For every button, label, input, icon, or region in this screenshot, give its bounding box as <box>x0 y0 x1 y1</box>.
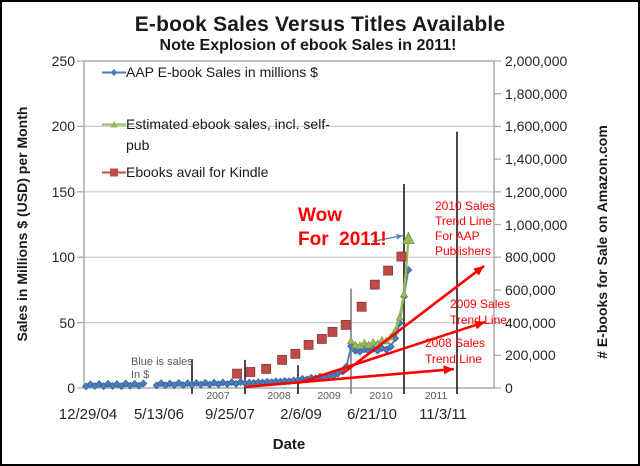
date-tick-label: 5/13/06 <box>133 406 185 423</box>
annotation-trend2010: 2010 Sales Trend Line For AAP Publishers <box>435 199 496 258</box>
left-tick-label: 250 <box>51 53 75 69</box>
series-2-point <box>327 327 338 337</box>
date-tick-label: 12/29/04 <box>58 406 118 423</box>
series-2-point <box>303 339 314 350</box>
series-0-point <box>201 378 210 387</box>
series-0-point <box>210 378 219 387</box>
diamond-legend-marker-icon <box>102 62 126 83</box>
right-tick-label: 2,000,000 <box>505 53 568 69</box>
series-2-point <box>316 334 327 344</box>
series-1-point <box>369 337 378 346</box>
right-tick-label: 600,000 <box>505 281 556 298</box>
legend-item-kindle: Ebooks avail for Kindle <box>102 162 268 183</box>
right-tick-label: 0 <box>505 380 513 396</box>
series-2-point <box>290 348 301 359</box>
series-0-point <box>174 379 183 387</box>
series-2-point <box>245 367 256 377</box>
x-axis-title: Date <box>272 436 306 453</box>
series-end-arrow <box>402 231 415 245</box>
date-tick-label: 9/25/07 <box>204 406 256 423</box>
series-1-point <box>399 289 409 298</box>
year-label-2009: 2009 <box>317 390 341 402</box>
series-0-point <box>130 379 139 388</box>
date-tick-label: 6/21/10 <box>346 406 398 423</box>
trend-2009-line <box>297 320 486 385</box>
series-0-point <box>165 379 174 388</box>
series-2-point <box>383 265 394 276</box>
right-tick-label: 800,000 <box>505 249 556 266</box>
right-axis-title: # E-books for Sale on Amazon.com <box>594 125 610 359</box>
legend-label: Estimated ebook sales, incl. self-pub <box>126 116 330 153</box>
date-tick-label: 2/6/09 <box>280 406 322 423</box>
right-tick-label: 1,400,000 <box>505 151 568 168</box>
right-tick-label: 1,200,000 <box>505 183 568 200</box>
square-legend-marker-icon <box>102 162 126 183</box>
year-label-2007: 2007 <box>206 390 230 402</box>
right-tick-label: 400,000 <box>505 314 556 331</box>
annotation-wow: Wow For 2011! <box>298 205 387 250</box>
legend-label: AAP E-book Sales in millions $ <box>126 64 318 80</box>
trend-2010-line <box>341 264 485 376</box>
left-tick-label: 150 <box>51 183 75 200</box>
left-axis-title: Sales in Millions $ (USD) per Month <box>14 106 30 342</box>
year-label-2010: 2010 <box>369 390 393 402</box>
wow-arrow-arrowhead <box>396 234 403 240</box>
series-0-point <box>236 378 245 386</box>
series-2-point <box>277 354 288 365</box>
legend-item-aap: AAP E-book Sales in millions $ <box>102 62 318 83</box>
series-1-point <box>395 313 404 321</box>
series-0-point <box>386 342 395 351</box>
annotation-trend2008: 2008 Sales Trend Line <box>425 336 486 366</box>
series-2-point <box>340 319 351 330</box>
series-0-point <box>183 379 192 388</box>
triangle-legend-marker-icon <box>102 114 126 135</box>
year-label-2011: 2011 <box>424 390 448 402</box>
series-2-point <box>232 368 242 379</box>
annotation-trend2009: 2009 Sales Trend Line <box>450 297 511 327</box>
year-label-2008: 2008 <box>267 390 291 402</box>
legend-label: Ebooks avail for Kindle <box>126 164 269 180</box>
left-tick-label: 0 <box>67 380 75 396</box>
series-1-point <box>346 336 356 345</box>
trend-2010-arrowhead <box>473 265 485 276</box>
series-2-point <box>369 279 380 290</box>
legend-item-estimated: Estimated ebook sales, incl. self-pub <box>102 114 330 156</box>
right-tick-label: 200,000 <box>505 347 556 364</box>
series-2-point <box>396 251 407 262</box>
series-0-point <box>218 378 227 387</box>
left-tick-label: 100 <box>51 249 75 266</box>
right-tick-label: 1,600,000 <box>505 118 568 135</box>
trend-2008-arrowhead <box>443 365 454 375</box>
chart-title: E-book Sales Versus Titles Available <box>134 13 506 36</box>
series-0-point <box>192 379 201 387</box>
right-tick-label: 1,000,000 <box>505 216 568 233</box>
series-0-point <box>121 379 130 388</box>
trend-2008-line <box>244 367 454 389</box>
chart-subtitle: Note Explosion of ebook Sales in 2011! <box>159 37 457 54</box>
left-tick-label: 50 <box>59 314 75 331</box>
series-1-point <box>360 338 369 347</box>
series-2-point <box>261 363 272 374</box>
annotation-blue_note: Blue is sales In $ <box>131 356 193 381</box>
right-tick-label: 1,800,000 <box>505 85 568 102</box>
series-2-point <box>356 301 367 312</box>
left-tick-label: 200 <box>51 118 75 135</box>
series-0-point <box>157 379 166 388</box>
trend-2009-arrowhead <box>474 320 486 330</box>
series-1-point <box>351 340 360 349</box>
date-tick-label: 11/3/11 <box>419 406 467 423</box>
series-0-point <box>139 379 148 388</box>
series-0-point <box>104 379 113 388</box>
